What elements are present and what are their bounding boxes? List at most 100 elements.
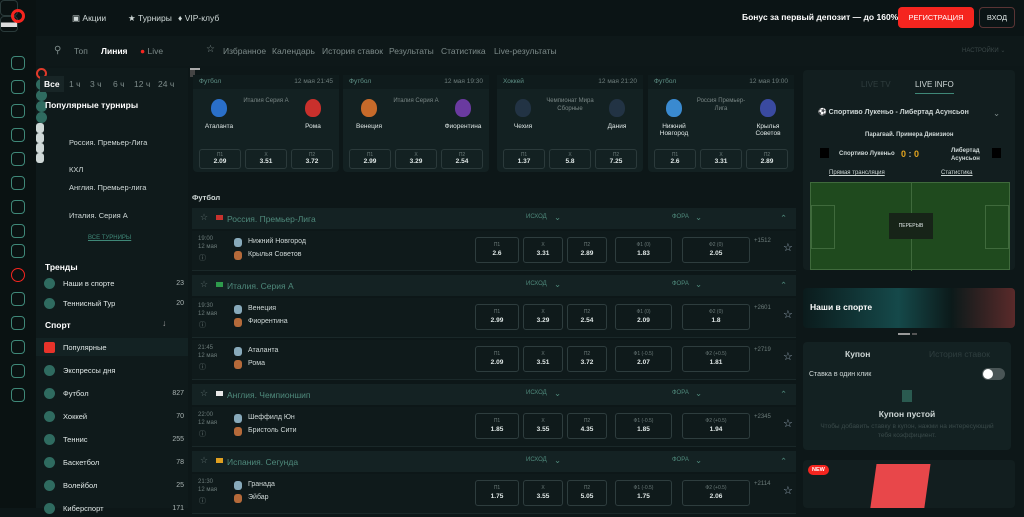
carousel-dot[interactable] bbox=[190, 71, 195, 73]
league-header[interactable]: ☆ Испания. Сегунда ИСХОД ⌄ ФОРА ⌄ ⌃ bbox=[192, 451, 796, 472]
sidebar-nav-icon[interactable] bbox=[11, 128, 25, 142]
outcome-column[interactable]: ИСХОД bbox=[526, 457, 547, 463]
chat-icon[interactable] bbox=[0, 0, 18, 16]
sport-item[interactable]: Киберспорт 171 bbox=[44, 499, 184, 517]
sidebar-nav-icon[interactable] bbox=[11, 340, 25, 354]
odds-button[interactable]: Ф1 (0) 1.83 bbox=[615, 237, 672, 263]
odds-button[interactable]: П1 1.37 bbox=[503, 149, 545, 169]
handicap-column[interactable]: ФОРА bbox=[672, 281, 689, 287]
odds-button[interactable]: X 3.29 bbox=[395, 149, 437, 169]
odds-button[interactable]: П2 5.05 bbox=[567, 480, 607, 506]
nav-results[interactable]: Результаты bbox=[389, 46, 434, 56]
match-row[interactable]: 19:30 12 мая ⓘ Венеция Фиорентина П1 2.99 X 3.29… bbox=[192, 298, 796, 338]
nav-favorites[interactable]: Избранное bbox=[223, 46, 267, 56]
sidebar-nav-icon[interactable] bbox=[11, 388, 25, 402]
tab-top[interactable]: Топ bbox=[74, 46, 88, 56]
carousel-dot[interactable] bbox=[190, 75, 195, 77]
chevron-down-icon[interactable]: ⌄ bbox=[695, 212, 703, 222]
odds-button[interactable]: П2 2.54 bbox=[441, 149, 483, 169]
odds-button[interactable]: Ф1 (0) 2.09 bbox=[615, 304, 672, 330]
chevron-down-icon[interactable]: ⌄ bbox=[554, 279, 562, 289]
collapse-icon[interactable]: ⌃ bbox=[780, 456, 788, 466]
chevron-down-icon[interactable]: ⌄ bbox=[554, 212, 562, 222]
all-tournaments-link[interactable]: ВСЕ ТУРНИРЫ bbox=[88, 235, 132, 241]
sidebar-nav-icon[interactable] bbox=[11, 80, 25, 94]
tab-live-tv[interactable]: LIVE TV bbox=[861, 80, 891, 89]
favorite-star-icon[interactable]: ☆ bbox=[783, 242, 793, 254]
sidebar-nav-icon[interactable] bbox=[11, 152, 25, 166]
info-icon[interactable]: ⓘ bbox=[199, 364, 206, 371]
odds-button[interactable]: П2 2.89 bbox=[746, 149, 788, 169]
sport-item[interactable]: Волейбол 25 bbox=[44, 476, 184, 494]
sidebar-nav-icon[interactable] bbox=[11, 244, 25, 258]
trend-item[interactable]: Теннисный Тур 20 bbox=[44, 294, 184, 312]
search-icon[interactable]: ⚲ bbox=[54, 45, 62, 56]
sport-item[interactable]: Хоккей 70 bbox=[44, 407, 184, 425]
tournament-item[interactable]: Англия. Премьер-лига bbox=[69, 183, 147, 192]
info-icon[interactable]: ⓘ bbox=[199, 255, 206, 262]
carousel-dot[interactable] bbox=[190, 68, 200, 70]
outcome-column[interactable]: ИСХОД bbox=[526, 390, 547, 396]
nav-statistics[interactable]: Статистика bbox=[441, 46, 486, 56]
tournament-item[interactable]: Россия. Премьер-Лига bbox=[69, 138, 148, 147]
odds-button[interactable]: X 5.8 bbox=[549, 149, 591, 169]
chevron-down-icon[interactable]: ⌄ bbox=[695, 455, 703, 465]
star-icon[interactable]: ☆ bbox=[200, 455, 209, 465]
vip-link[interactable]: ♦ VIP-клуб bbox=[178, 13, 220, 23]
time-filter-3[interactable]: 6 ч bbox=[113, 79, 125, 89]
more-markets[interactable]: +2719 bbox=[754, 347, 771, 353]
featured-card[interactable]: Футбол 12 мая 19:00 Нижний Новгород Крылья … bbox=[648, 75, 794, 172]
info-icon[interactable]: ⓘ bbox=[199, 431, 206, 438]
time-filter-4[interactable]: 12 ч bbox=[134, 79, 151, 89]
match-row[interactable]: 21:45 12 мая ⓘ Аталанта Рома П1 2.09 X 3.51 П2 3.7… bbox=[192, 340, 796, 380]
nav-calendar[interactable]: Календарь bbox=[272, 46, 315, 56]
carousel-dot[interactable] bbox=[190, 69, 195, 71]
info-icon[interactable]: ⓘ bbox=[199, 498, 206, 505]
favorite-star-icon[interactable]: ☆ bbox=[783, 485, 793, 497]
odds-button[interactable]: П1 2.6 bbox=[654, 149, 696, 169]
star-icon[interactable]: ☆ bbox=[200, 212, 209, 222]
nav-bet-history[interactable]: История ставок bbox=[322, 46, 383, 56]
star-icon[interactable]: ☆ bbox=[200, 279, 209, 289]
odds-button[interactable]: П1 2.09 bbox=[475, 346, 519, 372]
odds-button[interactable]: П1 2.99 bbox=[349, 149, 391, 169]
odds-button[interactable]: X 3.51 bbox=[245, 149, 287, 169]
odds-button[interactable]: X 3.31 bbox=[523, 237, 563, 263]
sport-filter-icon[interactable] bbox=[36, 101, 47, 112]
odds-button[interactable]: Ф2 (0) 1.8 bbox=[682, 304, 750, 330]
sidebar-nav-icon[interactable] bbox=[11, 104, 25, 118]
star-icon[interactable]: ☆ bbox=[206, 44, 215, 55]
sidebar-nav-icon[interactable] bbox=[11, 268, 25, 282]
tab-line[interactable]: Линия bbox=[101, 46, 128, 56]
odds-button[interactable]: Ф2 (0) 2.05 bbox=[682, 237, 750, 263]
collapse-icon[interactable]: ⌃ bbox=[780, 389, 788, 399]
time-filter-1[interactable]: 1 ч bbox=[69, 79, 81, 89]
new-promo-banner[interactable]: NEW bbox=[803, 460, 1015, 508]
odds-button[interactable]: П2 7.25 bbox=[595, 149, 637, 169]
tab-live[interactable]: ● Live bbox=[140, 46, 164, 56]
more-markets[interactable]: +2114 bbox=[754, 481, 771, 487]
collapse-icon[interactable]: ⌃ bbox=[780, 213, 788, 223]
featured-card[interactable]: Хоккей 12 мая 21:20 Чехия Дания Чемпионат Ми… bbox=[497, 75, 643, 172]
odds-button[interactable]: X 3.55 bbox=[523, 413, 563, 439]
star-icon[interactable]: ☆ bbox=[200, 388, 209, 398]
odds-button[interactable]: П1 1.75 bbox=[475, 480, 519, 506]
league-header[interactable]: ☆ Англия. Чемпионшип ИСХОД ⌄ ФОРА ⌄ ⌃ bbox=[192, 384, 796, 405]
sport-item[interactable]: Экспрессы дня bbox=[44, 361, 184, 379]
odds-button[interactable]: Ф2 (+0.5) 1.81 bbox=[682, 346, 750, 372]
featured-card[interactable]: Футбол 12 мая 21:45 Аталанта Рома Италия Сер… bbox=[193, 75, 339, 172]
sport-filter-icon[interactable] bbox=[36, 90, 47, 101]
register-button[interactable]: РЕГИСТРАЦИЯ bbox=[898, 7, 974, 28]
tournaments-link[interactable]: ★ Турниры bbox=[128, 13, 172, 23]
handicap-column[interactable]: ФОРА bbox=[672, 390, 689, 396]
nav-live-results[interactable]: Live-результаты bbox=[494, 46, 557, 56]
odds-button[interactable]: Ф2 (+0.5) 2.06 bbox=[682, 480, 750, 506]
odds-button[interactable]: П2 3.72 bbox=[291, 149, 333, 169]
favorite-star-icon[interactable]: ☆ bbox=[783, 351, 793, 363]
match-row[interactable]: 22:00 12 мая ⓘ Шеффилд Юн Бристоль Сити П1 1.8… bbox=[192, 407, 796, 447]
sidebar-nav-icon[interactable] bbox=[11, 176, 25, 190]
chevron-down-icon[interactable]: ⌄ bbox=[554, 388, 562, 398]
chevron-down-icon[interactable]: ⌄ bbox=[554, 455, 562, 465]
tab-coupon-history[interactable]: История ставок bbox=[929, 349, 990, 359]
settings-dropdown[interactable]: НАСТРОЙКИ ⌄ bbox=[962, 48, 1006, 54]
